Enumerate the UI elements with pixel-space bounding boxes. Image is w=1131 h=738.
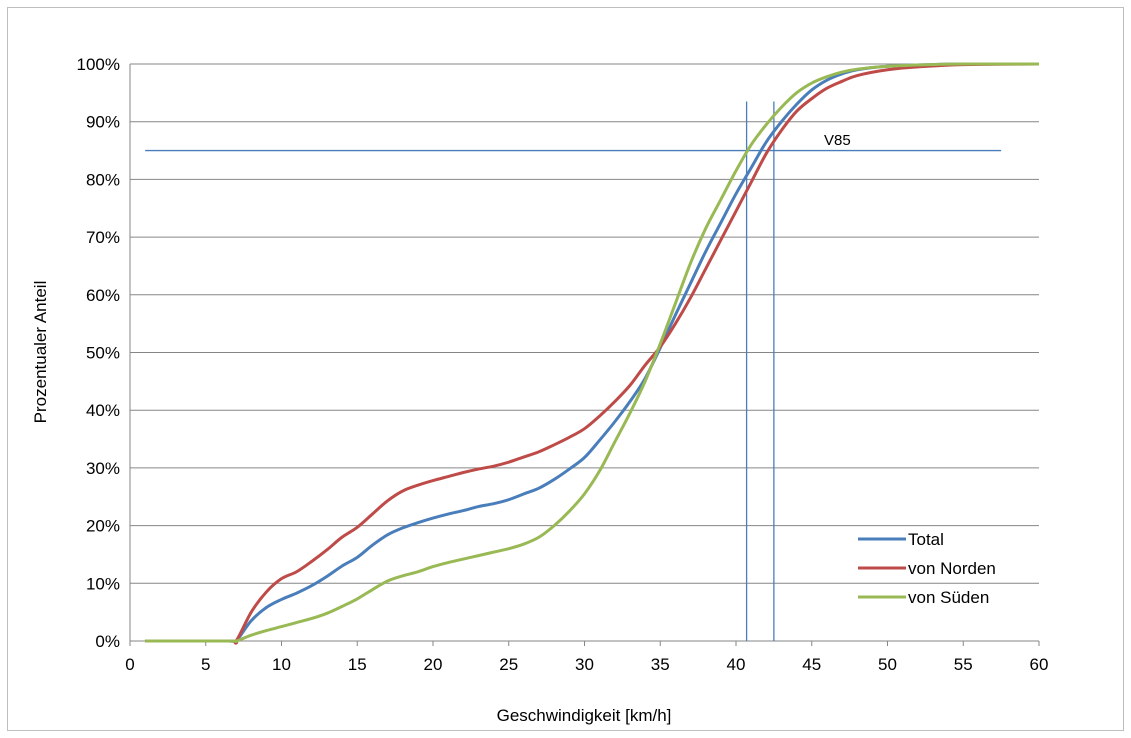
x-tick-label: 10 — [272, 655, 291, 674]
y-tick-label: 30% — [86, 459, 120, 478]
legend-label: von Norden — [908, 559, 996, 578]
x-tick-label: 25 — [499, 655, 518, 674]
series-line-total — [145, 62, 1040, 644]
legend-label: von Süden — [908, 588, 989, 607]
y-tick-label: 10% — [86, 574, 120, 593]
x-tick-label: 50 — [878, 655, 897, 674]
y-tick-label: 40% — [86, 401, 120, 420]
y-tick-labels: 0% 10% 20% 30% 40% 50% 60% 70% 80% 90% 100% — [77, 55, 120, 651]
x-tick-labels: 0 5 10 15 20 25 30 35 40 45 50 55 60 — [125, 641, 1048, 674]
series-line-von-norden — [145, 62, 1040, 645]
chart-frame — [7, 7, 1124, 731]
gridlines — [130, 63, 1039, 584]
legend: Total von Norden von Süden — [858, 530, 996, 607]
x-tick-label: 15 — [348, 655, 367, 674]
legend-label: Total — [908, 530, 944, 549]
y-tick-label: 0% — [95, 632, 120, 651]
x-tick-label: 35 — [651, 655, 670, 674]
x-tick-label: 0 — [125, 655, 134, 674]
y-tick-label: 20% — [86, 517, 120, 536]
x-tick-label: 60 — [1030, 655, 1049, 674]
v85-label: V85 — [824, 132, 851, 149]
y-tick-label: 100% — [77, 55, 120, 74]
x-tick-label: 45 — [802, 655, 821, 674]
x-tick-label: 55 — [954, 655, 973, 674]
y-tick-label: 60% — [86, 286, 120, 305]
x-tick-label: 5 — [201, 655, 210, 674]
y-axis-title: Prozentualer Anteil — [31, 281, 50, 424]
x-tick-label: 20 — [424, 655, 443, 674]
y-tick-label: 50% — [86, 344, 120, 363]
x-tick-label: 30 — [575, 655, 594, 674]
series-lines — [145, 62, 1040, 645]
y-tick-label: 90% — [86, 113, 120, 132]
annotations — [145, 101, 1002, 641]
x-tick-label: 40 — [727, 655, 746, 674]
series-line-von-s-den — [145, 62, 1040, 643]
x-axis-title: Geschwindigkeit [km/h] — [497, 706, 672, 725]
y-tick-label: 70% — [86, 228, 120, 247]
y-tick-label: 80% — [86, 170, 120, 189]
